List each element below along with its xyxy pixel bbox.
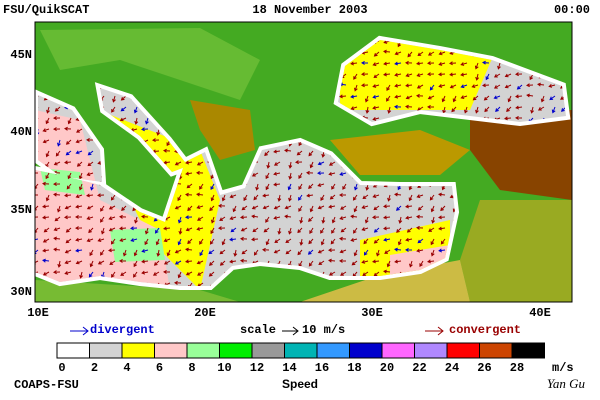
convergent-arrow: [425, 326, 444, 336]
lat-label: 35N: [10, 203, 32, 217]
scale-value: 10 m/s: [302, 323, 345, 337]
colorbar-box: [446, 342, 480, 359]
divergent-label: divergent: [90, 323, 155, 337]
colorbar-tick-label: 18: [347, 361, 361, 375]
colorbar-box: [349, 342, 383, 359]
colorbar-box: [219, 342, 253, 359]
scale-arrow: [282, 326, 299, 336]
colorbar-box: [284, 342, 318, 359]
lat-label: 45N: [10, 48, 32, 62]
colorbar-tick-label: 2: [91, 361, 98, 375]
terrain: [330, 130, 470, 175]
map-frame: [34, 21, 573, 303]
terrain: [190, 100, 255, 160]
scale-label: scale: [240, 323, 276, 337]
colorbar-tick-label: 22: [412, 361, 426, 375]
terrain: [35, 280, 240, 302]
colorbar-tick-label: 8: [188, 361, 195, 375]
colorbar-tick-label: 4: [123, 361, 130, 375]
colorbar-tick-label: 12: [250, 361, 264, 375]
colorbar-tick-label: 20: [380, 361, 394, 375]
map: [35, 22, 572, 302]
terrain: [460, 200, 572, 302]
lon-label: 20E: [194, 306, 216, 320]
colorbar-box: [414, 342, 448, 359]
terrain: [470, 110, 572, 200]
header-time: 00:00: [554, 3, 590, 17]
divergent-arrow: [70, 326, 89, 336]
lon-label: 10E: [27, 306, 49, 320]
colorbar-unit: m/s: [552, 361, 574, 375]
colorbar-box: [479, 342, 513, 359]
colorbar-box: [316, 342, 350, 359]
colorbar-box: [381, 342, 415, 359]
header-title: FSU/QuikSCAT: [3, 3, 89, 17]
colorbar-box: [56, 342, 90, 359]
lon-label: 30E: [361, 306, 383, 320]
colorbar-box: [154, 342, 188, 359]
convergent-label: convergent: [449, 323, 521, 337]
lon-label: 40E: [529, 306, 551, 320]
colorbar-box: [121, 342, 155, 359]
colorbar-tick-label: 28: [510, 361, 524, 375]
colorbar-tick-label: 16: [315, 361, 329, 375]
speed-patch: [40, 168, 85, 195]
footer-left: COAPS-FSU: [14, 378, 79, 392]
colorbar-title: Speed: [282, 377, 318, 391]
colorbar-tick-label: 6: [156, 361, 163, 375]
footer-right: Yan Gu: [547, 376, 586, 391]
colorbar-box: [251, 342, 285, 359]
colorbar-box: [186, 342, 220, 359]
colorbar-box: [89, 342, 123, 359]
colorbar-tick-label: 0: [58, 361, 65, 375]
lat-label: 30N: [10, 285, 32, 299]
terrain: [40, 28, 260, 100]
colorbar-box: [511, 342, 545, 359]
colorbar-tick-label: 10: [217, 361, 231, 375]
colorbar-tick-label: 24: [445, 361, 459, 375]
lat-label: 40N: [10, 125, 32, 139]
header-date: 18 November 2003: [252, 3, 367, 17]
colorbar-tick-label: 26: [477, 361, 491, 375]
colorbar-tick-label: 14: [282, 361, 296, 375]
